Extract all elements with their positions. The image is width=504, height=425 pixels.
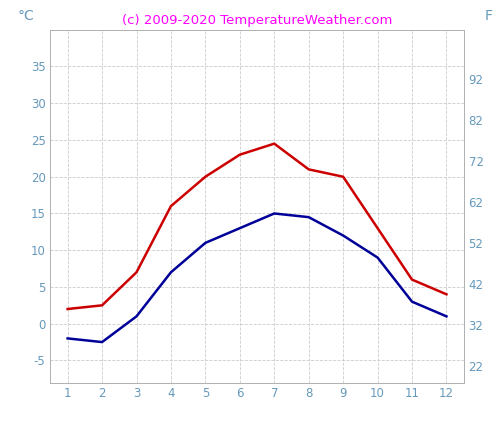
Text: °C: °C: [17, 8, 34, 23]
Title: (c) 2009-2020 TemperatureWeather.com: (c) 2009-2020 TemperatureWeather.com: [122, 14, 392, 27]
Text: F: F: [485, 8, 492, 23]
